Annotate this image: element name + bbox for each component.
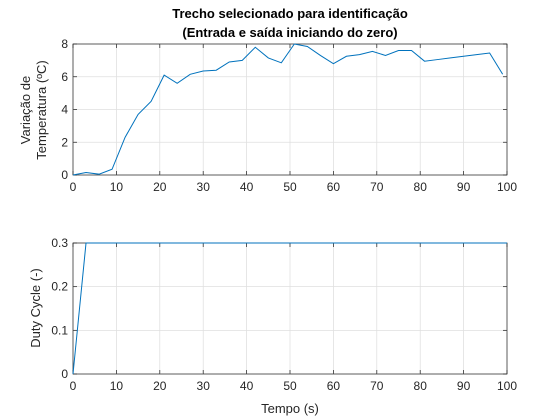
top-chart-x-tick-label: 0 bbox=[70, 180, 77, 194]
top-chart-x-tick-label: 70 bbox=[370, 180, 384, 194]
top-chart-ylabel-line1: Variação de bbox=[18, 76, 33, 144]
bottom-chart-y-tick-label: 0.3 bbox=[51, 236, 68, 250]
top-chart-x-tick-label: 90 bbox=[457, 180, 471, 194]
bottom-chart-x-tick-label: 30 bbox=[197, 379, 211, 393]
top-chart-x-tick-label: 60 bbox=[327, 180, 341, 194]
bottom-chart-x-tick-label: 20 bbox=[153, 379, 167, 393]
bottom-chart-x-tick-label: 100 bbox=[497, 379, 517, 393]
top-chart-ylabel-line2: Temperatura (ºC) bbox=[34, 60, 49, 159]
bottom-chart-x-tick-label: 90 bbox=[457, 379, 471, 393]
bottom-chart-x-tick-label: 60 bbox=[327, 379, 341, 393]
top-chart-y-tick-label: 8 bbox=[61, 37, 68, 51]
bottom-chart-y-tick-label: 0 bbox=[61, 367, 68, 381]
bottom-chart-x-tick-label: 80 bbox=[414, 379, 428, 393]
top-chart-y-tick-label: 4 bbox=[61, 103, 68, 117]
top-chart-x-tick-label: 30 bbox=[197, 180, 211, 194]
top-chart-plot-area: 0 10 20 30 40 50 60 70 80 90 100 0 2 4 6 8 bbox=[61, 37, 517, 194]
bottom-chart-plot-area: 0 10 20 30 40 50 60 70 80 90 100 0 0.1 0.2 0.3 bbox=[51, 236, 517, 393]
top-chart-x-tick-label: 40 bbox=[240, 180, 254, 194]
top-chart-x-tick-label: 10 bbox=[110, 180, 124, 194]
top-chart-series-line bbox=[72, 43, 504, 176]
bottom-chart-x-tick-label: 10 bbox=[110, 379, 124, 393]
bottom-chart-series-line bbox=[72, 242, 507, 375]
bottom-chart-x-tick-label: 0 bbox=[70, 379, 77, 393]
top-chart-title: Trecho selecionado para identificação bbox=[172, 6, 408, 21]
top-chart-y-tick-label: 0 bbox=[61, 168, 68, 182]
top-chart-x-tick-label: 100 bbox=[497, 180, 517, 194]
bottom-chart-xlabel: Tempo (s) bbox=[261, 401, 319, 416]
top-chart-y-tick-label: 6 bbox=[61, 70, 68, 84]
top-chart-x-tick-label: 80 bbox=[414, 180, 428, 194]
bottom-chart-y-tick-label: 0.2 bbox=[51, 280, 68, 294]
bottom-chart-x-tick-label: 50 bbox=[283, 379, 297, 393]
bottom-chart-x-tick-label: 40 bbox=[240, 379, 254, 393]
bottom-chart-ylabel: Duty Cycle (-) bbox=[28, 268, 43, 347]
bottom-chart-y-tick-label: 0.1 bbox=[51, 323, 68, 337]
top-chart-y-tick-label: 2 bbox=[61, 135, 68, 149]
top-chart-x-tick-label: 20 bbox=[153, 180, 167, 194]
top-chart-x-tick-label: 50 bbox=[283, 180, 297, 194]
top-chart-subtitle: (Entrada e saída iniciando do zero) bbox=[182, 25, 397, 40]
bottom-chart-x-tick-label: 70 bbox=[370, 379, 384, 393]
